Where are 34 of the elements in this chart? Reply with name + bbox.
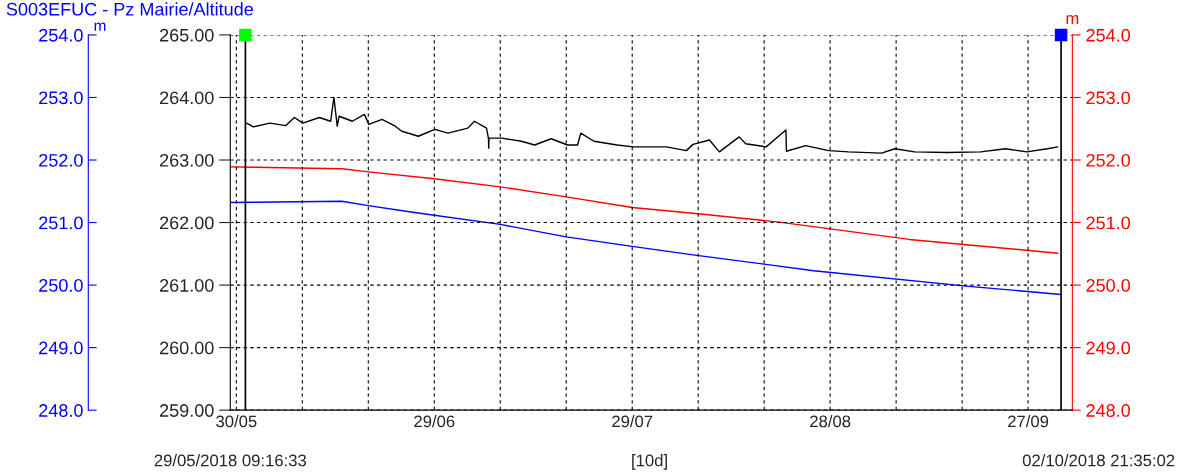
text: 02/10/2018 21:35:02 xyxy=(1022,454,1175,467)
chart-title: S003EFUC - Pz Mairie/Altitude xyxy=(6,2,253,16)
y-tick-label: 259.00 xyxy=(160,404,214,417)
text: [10d] xyxy=(632,454,667,470)
y3-tick-label: 251.0 xyxy=(39,216,83,230)
y3-tick-label: 253.0 xyxy=(39,91,83,105)
y2-tick-label: 248.0 xyxy=(1086,404,1131,417)
x-tick-label: 28/08 xyxy=(810,415,851,428)
y3-tick-label: 252.0 xyxy=(39,153,83,167)
x-tick-label: 27/09 xyxy=(1008,415,1049,428)
x-tick-label: 30/05 xyxy=(216,415,257,428)
y-tick-label: 265.00 xyxy=(160,28,214,42)
x-tick-label: 29/06 xyxy=(414,415,455,428)
y2-tick-label: 253.0 xyxy=(1086,91,1131,105)
y2-axis-title: m xyxy=(1066,15,1079,24)
y3-tick-label: 250.0 xyxy=(39,279,83,292)
y2-tick-label: 249.0 xyxy=(1086,341,1131,355)
y3-tick-label: 254.0 xyxy=(39,28,83,42)
y3-tick-label: 249.0 xyxy=(39,341,83,355)
y-tick-label: 264.00 xyxy=(160,91,214,105)
y3-tick-label: 248.0 xyxy=(39,404,83,417)
y-tick-label: 260.00 xyxy=(160,341,214,355)
line-series xyxy=(230,166,1059,254)
y2-tick-label: 254.0 xyxy=(1086,28,1131,42)
text: 29/05/2018 09:16:33 xyxy=(154,454,307,467)
line-series xyxy=(230,200,1062,296)
y2-tick-label: 252.0 xyxy=(1086,153,1131,167)
y2-tick-label: 250.0 xyxy=(1086,279,1131,292)
y3-axis-title: m xyxy=(94,22,106,31)
y-tick-label: 263.00 xyxy=(160,153,214,167)
x-tick-label: 29/07 xyxy=(612,415,653,428)
y2-tick-label: 251.0 xyxy=(1086,216,1131,230)
y-tick-label: 261.00 xyxy=(160,279,214,292)
y-tick-label: 262.00 xyxy=(160,216,214,230)
